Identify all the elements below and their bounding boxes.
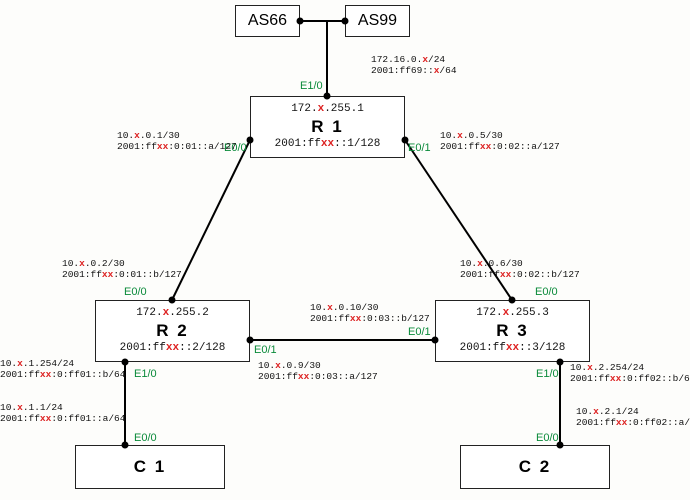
addr-r3out: 10.x.2.254/242001:ffxx:0:ff02::b/64 <box>570 362 690 385</box>
addr-r1l: 10.x.0.1/302001:ffxx:0:01::a/127 <box>117 130 237 153</box>
iface-c2_e00: E0/0 <box>536 432 559 444</box>
port-dot <box>297 18 304 25</box>
port-dot <box>247 137 254 144</box>
addr-c2a: 10.x.2.1/242001:ffxx:0:ff02::a/64 <box>576 406 690 429</box>
addr-midbot: 10.x.0.9/302001:ffxx:0:03::a/127 <box>258 360 378 383</box>
r3-loopback-v4: 172.x.255.3 <box>476 308 549 319</box>
as99-label: AS99 <box>358 12 397 30</box>
r1-loopback-v6: 2001:ffxx::1/128 <box>275 139 381 150</box>
r2-loopback-v4: 172.x.255.2 <box>136 308 209 319</box>
port-dot <box>324 93 331 100</box>
iface-r3_e10: E1/0 <box>536 368 559 380</box>
node-r1: 172.x.255.1 R 1 2001:ffxx::1/128 <box>250 96 405 158</box>
r1-name: R 1 <box>311 117 343 137</box>
port-dot <box>247 337 254 344</box>
addr-r1r: 10.x.0.5/302001:ffxx:0:02::a/127 <box>440 130 560 153</box>
iface-r2_e00: E0/0 <box>124 286 147 298</box>
node-r3: 172.x.255.3 R 3 2001:ffxx::3/128 <box>435 300 590 362</box>
port-dot <box>557 359 564 366</box>
node-r2: 172.x.255.2 R 2 2001:ffxx::2/128 <box>95 300 250 362</box>
r1-loopback-v4: 172.x.255.1 <box>291 104 364 115</box>
node-c1: C 1 <box>75 445 225 489</box>
r2-loopback-v6: 2001:ffxx::2/128 <box>120 343 226 354</box>
addr-r2top: 10.x.0.2/302001:ffxx:0:01::b/127 <box>62 258 182 281</box>
node-as66: AS66 <box>235 5 300 37</box>
c1-name: C 1 <box>134 457 166 477</box>
addr-r2out: 10.x.1.254/242001:ffxx:0:ff01::b/64 <box>0 358 125 381</box>
addr-midtop: 10.x.0.10/302001:ffxx:0:03::b/127 <box>310 302 430 325</box>
iface-r1_e01: E0/1 <box>408 142 431 154</box>
iface-r3_e01: E0/1 <box>408 326 431 338</box>
port-dot <box>342 18 349 25</box>
iface-r2_e01: E0/1 <box>254 344 277 356</box>
iface-r3_e00: E0/0 <box>535 286 558 298</box>
r3-loopback-v6: 2001:ffxx::3/128 <box>460 343 566 354</box>
port-dot <box>432 337 439 344</box>
iface-r1_e10: E1/0 <box>300 80 323 92</box>
node-c2: C 2 <box>460 445 610 489</box>
addr-c1a: 10.x.1.1/242001:ffxx:0:ff01::a/64 <box>0 402 125 425</box>
r3-name: R 3 <box>496 321 528 341</box>
addr-r3top: 10.x.0.6/302001:ffxx:0:02::b/127 <box>460 258 580 281</box>
addr-ext: 172.16.0.x/242001:ff69::x/64 <box>371 54 457 77</box>
node-as99: AS99 <box>345 5 410 37</box>
as66-label: AS66 <box>248 12 287 30</box>
port-dot <box>169 297 176 304</box>
r2-name: R 2 <box>156 321 188 341</box>
iface-r2_e10: E1/0 <box>134 368 157 380</box>
port-dot <box>509 297 516 304</box>
c2-name: C 2 <box>519 457 551 477</box>
iface-c1_e00: E0/0 <box>134 432 157 444</box>
port-dot <box>122 442 129 449</box>
